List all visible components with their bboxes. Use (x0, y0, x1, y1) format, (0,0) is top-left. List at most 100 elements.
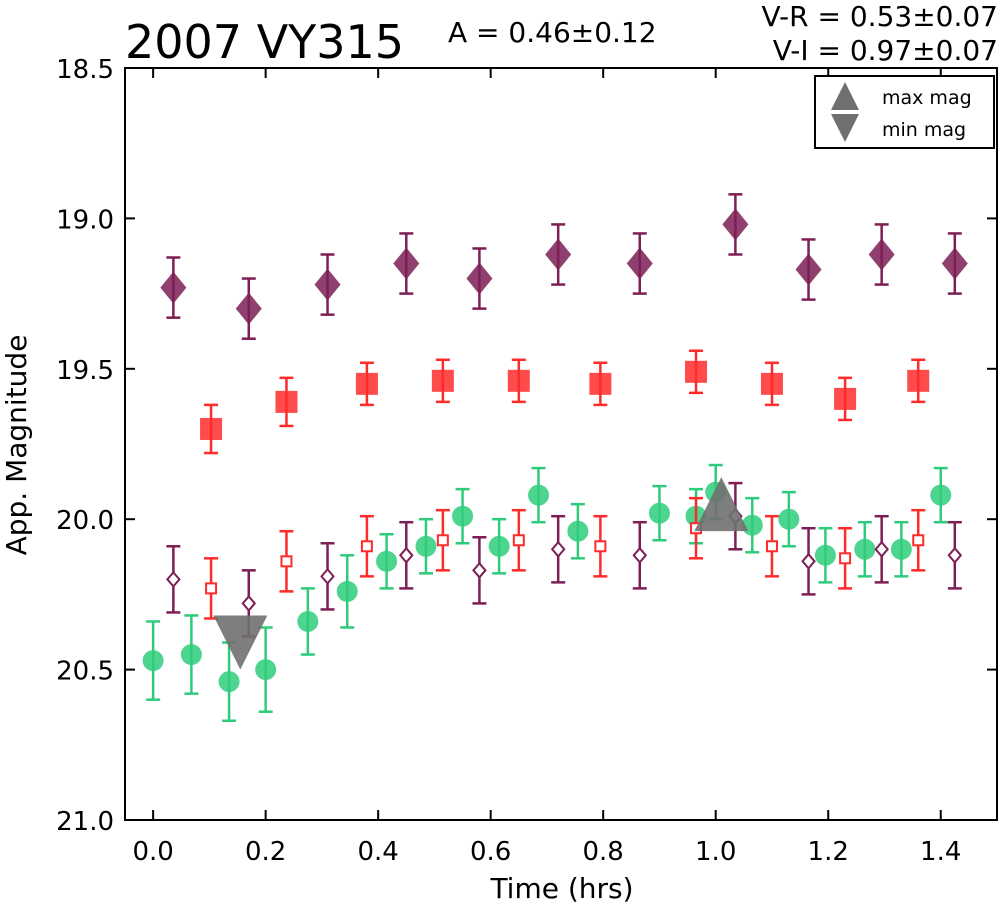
data-point (355, 361, 378, 407)
data-point (854, 520, 876, 578)
square-marker (589, 372, 612, 395)
diamond-marker (160, 271, 187, 304)
data-point (550, 514, 566, 584)
circle-marker (930, 484, 952, 506)
circle-marker (778, 508, 800, 530)
data-point (180, 614, 202, 695)
data-point (279, 529, 294, 593)
diamond-marker (314, 268, 341, 301)
open-diamond-marker (320, 567, 335, 585)
circle-marker (890, 538, 912, 560)
circle-marker (648, 502, 670, 524)
circle-marker (376, 550, 398, 572)
y-tick-label: 21.0 (56, 807, 114, 837)
diamond-marker (722, 208, 749, 241)
square-marker (275, 390, 298, 413)
data-point (398, 520, 414, 590)
data-point (527, 466, 549, 524)
x-tick-label: 0.0 (132, 837, 173, 867)
open-square-marker (436, 534, 449, 547)
open-square-marker (839, 552, 852, 565)
data-point (778, 490, 800, 548)
data-point (722, 193, 749, 256)
open-square-marker (912, 534, 925, 547)
diamond-marker (795, 253, 822, 286)
data-point (466, 247, 493, 310)
plot-axes: 0.0 0.2 0.4 0.6 0.8 1.0 1.2 1.4 18.5 19.0 19.5 20.0… (56, 55, 998, 867)
data-point (626, 232, 653, 295)
max-mag-marker (694, 477, 749, 532)
open-square-marker (512, 534, 525, 547)
open-square-marker (765, 540, 778, 553)
data-point (814, 526, 836, 584)
data-point (142, 620, 164, 701)
data-point (593, 514, 608, 578)
legend-max-mag-label: max mag (882, 87, 972, 109)
data-point (868, 223, 895, 286)
square-marker (834, 387, 857, 410)
color-index-vi: V-I = 0.97±0.07 (773, 34, 998, 67)
open-diamond-marker (398, 546, 414, 564)
data-point (890, 520, 912, 578)
open-diamond-marker (166, 570, 181, 588)
open-diamond-marker (947, 546, 963, 564)
data-point (930, 466, 952, 524)
circle-marker (218, 671, 240, 693)
data-point (907, 358, 930, 404)
x-tick-label: 1.0 (695, 837, 736, 867)
open-diamond-marker (472, 561, 487, 579)
open-square-marker (205, 582, 218, 595)
y-tick-label: 19.0 (56, 205, 114, 235)
diamond-marker (626, 247, 653, 280)
data-point (255, 626, 277, 713)
legend-min-mag-icon (831, 114, 859, 142)
data-point (834, 376, 857, 422)
data-point (166, 545, 181, 614)
circle-marker (142, 650, 164, 672)
open-diamond-marker (241, 594, 257, 612)
data-point (941, 232, 968, 295)
data-point (685, 349, 708, 395)
square-marker (760, 372, 783, 395)
circle-marker (297, 610, 319, 632)
y-tick-label: 20.0 (56, 506, 114, 536)
data-point (874, 514, 889, 584)
data-point (431, 358, 454, 404)
diamond-marker (545, 238, 572, 271)
open-diamond-marker (550, 540, 566, 558)
y-tick-label: 18.5 (56, 55, 114, 85)
data-point (795, 238, 822, 301)
circle-marker (255, 659, 277, 681)
data-point (200, 403, 223, 455)
x-tick-label: 1.4 (920, 837, 961, 867)
data-point (567, 502, 589, 560)
data-point (545, 223, 572, 286)
data-point (218, 641, 240, 722)
circle-marker (180, 644, 202, 666)
data-point (760, 361, 783, 407)
y-axis-label: App. Magnitude (0, 335, 33, 556)
open-square-marker (594, 540, 607, 553)
open-diamond-marker (874, 540, 889, 558)
data-point (435, 508, 450, 572)
data-point (160, 256, 187, 319)
data-point (415, 517, 437, 575)
open-diamond-marker (632, 546, 648, 564)
x-tick-label: 0.2 (245, 837, 286, 867)
data-point (511, 508, 526, 572)
data-point (359, 514, 374, 578)
data-point (235, 277, 262, 340)
color-index-vr: V-R = 0.53±0.07 (762, 0, 998, 33)
legend-min-mag-label: min mag (882, 119, 966, 141)
open-square-marker (360, 540, 373, 553)
plot-marks (142, 193, 968, 722)
diamond-marker (235, 292, 262, 325)
circle-marker (488, 535, 510, 557)
data-point (838, 526, 853, 590)
data-point (393, 232, 420, 295)
data-point (204, 557, 219, 620)
square-marker (355, 372, 378, 395)
data-point (488, 517, 510, 575)
amplitude-label: A = 0.46±0.12 (448, 16, 657, 49)
